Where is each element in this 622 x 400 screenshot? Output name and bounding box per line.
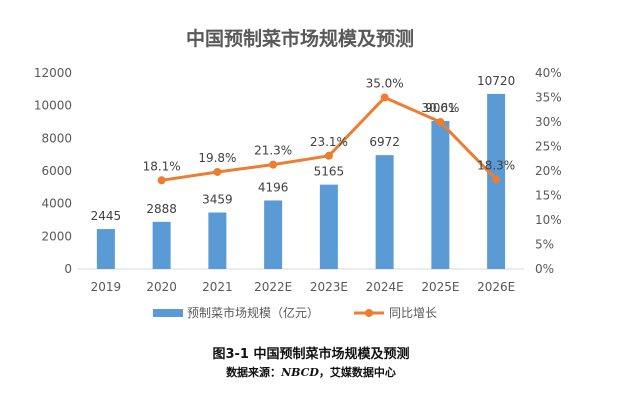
- y-right-tick-label: 30%: [535, 115, 562, 129]
- growth-marker: [492, 175, 501, 184]
- bar: [96, 229, 115, 269]
- y-right-tick-label: 40%: [535, 66, 562, 80]
- x-tick-label: 2026E: [477, 280, 515, 294]
- y-right-tick-label: 20%: [535, 164, 562, 178]
- y-left-tick-label: 8000: [41, 131, 72, 145]
- chart: 中国预制菜市场规模及预测 0 2000 4000 6000 8000 10000 12000…: [34, 27, 562, 320]
- bar-value-label: 2888: [146, 202, 177, 216]
- y-left-tick-label: 6000: [41, 164, 72, 178]
- bar: [152, 221, 171, 269]
- growth-value-label: 30.0%: [421, 101, 459, 115]
- legend-label-line: 同比增长: [389, 306, 437, 320]
- source-suffix: ，艾媒数据中心: [318, 366, 396, 379]
- growth-marker: [324, 151, 333, 160]
- legend-label-bar: 预制菜市场规模（亿元）: [187, 305, 319, 320]
- growth-value-label: 23.1%: [310, 135, 348, 149]
- figure-caption: 图3-1 中国预制菜市场规模及预测: [212, 347, 410, 362]
- source-prefix: 数据来源：: [226, 366, 282, 379]
- growth-marker: [157, 176, 166, 185]
- growth-value-label: 18.3%: [477, 158, 515, 172]
- bar-value-label: 2445: [91, 209, 122, 223]
- bar-value-label: 9061: [425, 101, 456, 115]
- bar-value-label: 3459: [202, 193, 233, 207]
- y-left-tick-label: 4000: [41, 197, 72, 211]
- bar: [208, 212, 227, 269]
- y-right-tick-label: 5%: [535, 238, 554, 252]
- y-right-tick-label: 10%: [535, 213, 562, 227]
- legend: 预制菜市场规模（亿元） 同比增长: [153, 305, 437, 320]
- x-tick-label: 2024E: [366, 280, 404, 294]
- legend-swatch-marker: [365, 309, 373, 317]
- bar: [319, 184, 338, 269]
- bar: [375, 155, 394, 269]
- figure-source: 数据来源：NBCD，艾媒数据中心: [0, 364, 622, 380]
- bar-value-label: 5165: [314, 165, 345, 179]
- growth-value-label: 18.1%: [143, 159, 181, 173]
- chart-title: 中国预制菜市场规模及预测: [186, 27, 414, 50]
- source-em: NBCD: [281, 366, 319, 379]
- x-tick-label: 2023E: [310, 280, 348, 294]
- growth-marker: [436, 118, 445, 126]
- x-tick-label: 2020: [146, 280, 177, 294]
- growth-marker: [213, 167, 222, 176]
- x-tick-label: 2022E: [254, 280, 292, 294]
- bar: [431, 121, 450, 270]
- y-right-tick-label: 15%: [535, 189, 562, 203]
- y-right-tick-label: 25%: [535, 140, 562, 154]
- bar-value-label: 10720: [477, 74, 515, 88]
- y-right-tick-label: 0%: [535, 262, 554, 276]
- bar: [264, 200, 283, 269]
- growth-value-label: 21.3%: [254, 144, 292, 158]
- growth-marker: [269, 160, 278, 169]
- bar-value-label: 4196: [258, 180, 289, 194]
- x-tick-label: 2019: [91, 280, 122, 294]
- bar-value-label: 6972: [369, 135, 400, 149]
- growth-value-label: 19.8%: [198, 151, 236, 165]
- x-tick-label: 2021: [202, 280, 233, 294]
- y-left-tick-label: 10000: [34, 99, 72, 113]
- x-tick-label: 2025E: [421, 280, 459, 294]
- growth-value-label: 35.0%: [366, 77, 404, 91]
- y-right-tick-label: 35%: [535, 91, 562, 105]
- y-left-tick-label: 0: [64, 262, 72, 276]
- growth-marker: [380, 93, 389, 102]
- legend-swatch-bar: [153, 309, 183, 317]
- y-left-tick-label: 12000: [34, 66, 72, 80]
- plot-area: 0 2000 4000 6000 8000 10000 12000 0% 5% 10% 15% 20%…: [34, 66, 562, 294]
- y-left-tick-label: 2000: [41, 229, 72, 243]
